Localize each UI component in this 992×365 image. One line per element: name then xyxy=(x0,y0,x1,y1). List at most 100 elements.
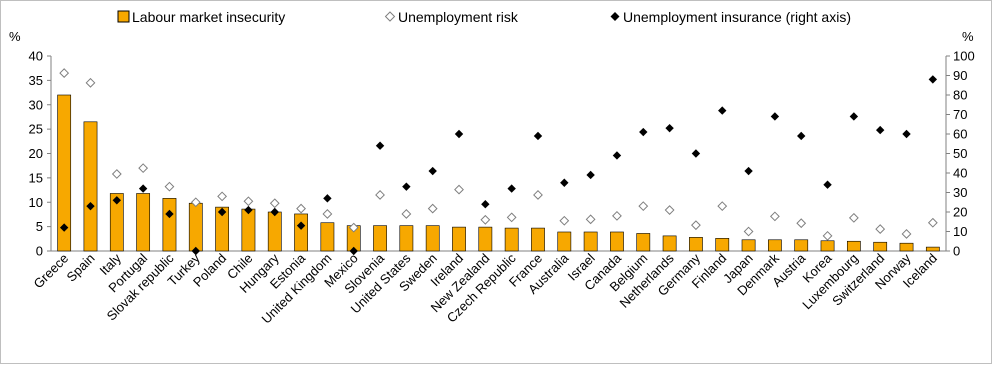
point-unemployment-risk-spain xyxy=(85,77,96,88)
point-unemployment-risk-norway xyxy=(901,229,912,239)
point-unemployment-insurance-slovenia xyxy=(375,141,385,150)
point-unemployment-risk-korea xyxy=(822,230,833,241)
bar-netherlands xyxy=(662,235,677,252)
bar-iceland xyxy=(925,246,940,252)
y-axis-left-label: % xyxy=(9,29,21,44)
point-unemployment-risk-slovenia xyxy=(375,190,385,200)
bar-greece xyxy=(57,94,72,252)
point-unemployment-risk-estonia xyxy=(296,203,306,214)
point-unemployment-insurance-greece xyxy=(59,223,69,232)
point-unemployment-risk-united-states xyxy=(401,209,412,219)
legend-marker-unemployment-risk xyxy=(384,11,396,22)
bar-switzerland xyxy=(873,241,888,252)
point-unemployment-risk-denmark xyxy=(769,211,780,222)
y-right-tick-label: 90 xyxy=(953,68,967,83)
point-unemployment-insurance-belgium xyxy=(639,127,648,137)
point-unemployment-insurance-united-states xyxy=(402,182,411,191)
bar-united-kingdom xyxy=(320,222,335,252)
point-unemployment-insurance-finland xyxy=(718,106,727,115)
point-unemployment-risk-greece xyxy=(59,68,70,78)
bar-estonia xyxy=(294,213,308,252)
y-right-tick-label: 30 xyxy=(953,185,967,200)
point-unemployment-risk-italy xyxy=(111,169,122,179)
point-unemployment-insurance-poland xyxy=(217,207,227,217)
bar-italy xyxy=(109,193,124,252)
bar-poland xyxy=(215,206,229,252)
bar-portugal xyxy=(136,193,151,252)
bar-slovak-republic xyxy=(162,198,177,252)
point-unemployment-insurance-denmark xyxy=(770,112,780,121)
bar-turkey xyxy=(188,202,203,252)
y-left-tick-label: 15 xyxy=(29,170,43,185)
y-right-tick-label: 50 xyxy=(953,146,967,161)
y-right-tick-label: 10 xyxy=(953,224,967,239)
y-right-tick-label: 80 xyxy=(953,88,967,103)
point-unemployment-insurance-korea xyxy=(823,180,832,189)
bar-sweden xyxy=(425,225,440,252)
point-unemployment-insurance-estonia xyxy=(296,221,306,230)
y-left-tick-label: 35 xyxy=(29,73,43,88)
point-unemployment-risk-sweden xyxy=(427,203,438,214)
legend: Labour market insecurity Unemployment ri… xyxy=(117,9,851,25)
point-unemployment-insurance-italy xyxy=(112,196,122,205)
y-axis-right-label: % xyxy=(962,29,974,44)
y-left-tick-label: 10 xyxy=(29,195,43,210)
point-unemployment-insurance-norway xyxy=(902,129,911,139)
point-unemployment-insurance-france xyxy=(533,131,543,141)
point-unemployment-insurance-ireland xyxy=(454,129,464,139)
y-right-tick-label: 70 xyxy=(953,107,967,122)
point-unemployment-risk-turkey xyxy=(190,197,201,208)
point-unemployment-insurance-japan xyxy=(744,166,753,176)
point-unemployment-risk-iceland xyxy=(927,217,938,228)
point-unemployment-risk-hungary xyxy=(269,198,280,209)
point-unemployment-insurance-hungary xyxy=(270,207,279,217)
point-unemployment-risk-japan xyxy=(743,226,754,237)
bar-canada xyxy=(610,231,624,252)
point-unemployment-insurance-united-kingdom xyxy=(323,194,332,203)
point-unemployment-risk-czech-republic xyxy=(506,212,517,223)
point-unemployment-insurance-netherlands xyxy=(665,123,674,133)
point-unemployment-insurance-germany xyxy=(691,149,701,158)
y-right-tick-label: 0 xyxy=(953,244,960,259)
point-unemployment-insurance-new-zealand xyxy=(481,200,490,209)
point-unemployment-risk-israel xyxy=(585,214,596,225)
y-right-tick-label: 60 xyxy=(953,127,967,142)
point-unemployment-insurance-slovak-republic xyxy=(165,209,174,219)
point-unemployment-risk-united-kingdom xyxy=(322,209,333,219)
point-unemployment-risk-slovak-republic xyxy=(164,181,175,192)
point-unemployment-insurance-iceland xyxy=(928,75,938,84)
bar-denmark xyxy=(768,239,782,252)
bar-france xyxy=(531,227,545,252)
point-unemployment-risk-ireland xyxy=(454,184,464,195)
legend-label-labour-market-insecurity: Labour market insecurity xyxy=(132,9,285,25)
point-unemployment-risk-poland xyxy=(217,191,228,202)
y-right-tick-label: 40 xyxy=(953,166,967,181)
bar-finland xyxy=(715,238,730,252)
bar-japan xyxy=(741,239,756,252)
point-unemployment-insurance-spain xyxy=(86,201,95,211)
bar-new-zealand xyxy=(478,226,493,252)
bar-luxembourg xyxy=(846,240,861,252)
point-unemployment-risk-austria xyxy=(796,218,807,229)
point-unemployment-insurance-canada xyxy=(612,151,622,160)
point-unemployment-risk-portugal xyxy=(138,163,149,174)
point-unemployment-insurance-australia xyxy=(560,178,569,187)
legend-label-unemployment-insurance: Unemployment insurance (right axis) xyxy=(623,9,851,25)
point-unemployment-risk-finland xyxy=(717,201,728,212)
plot-area: 05101520253035400102030405060708090100Gr… xyxy=(29,49,975,327)
y-left-tick-label: 5 xyxy=(36,219,43,234)
bar-israel xyxy=(583,231,598,252)
bar-korea xyxy=(820,240,835,252)
y-right-tick-label: 100 xyxy=(953,49,975,64)
y-right-tick-label: 20 xyxy=(953,205,967,220)
point-unemployment-risk-new-zealand xyxy=(480,214,491,225)
point-unemployment-insurance-luxembourg xyxy=(849,112,859,121)
bar-spain xyxy=(83,121,98,252)
legend-label-unemployment-risk: Unemployment risk xyxy=(398,9,519,25)
x-category-label: Spain xyxy=(63,251,97,285)
point-unemployment-insurance-mexico xyxy=(349,246,358,256)
point-unemployment-risk-luxembourg xyxy=(848,212,859,223)
point-unemployment-insurance-turkey xyxy=(191,246,200,256)
